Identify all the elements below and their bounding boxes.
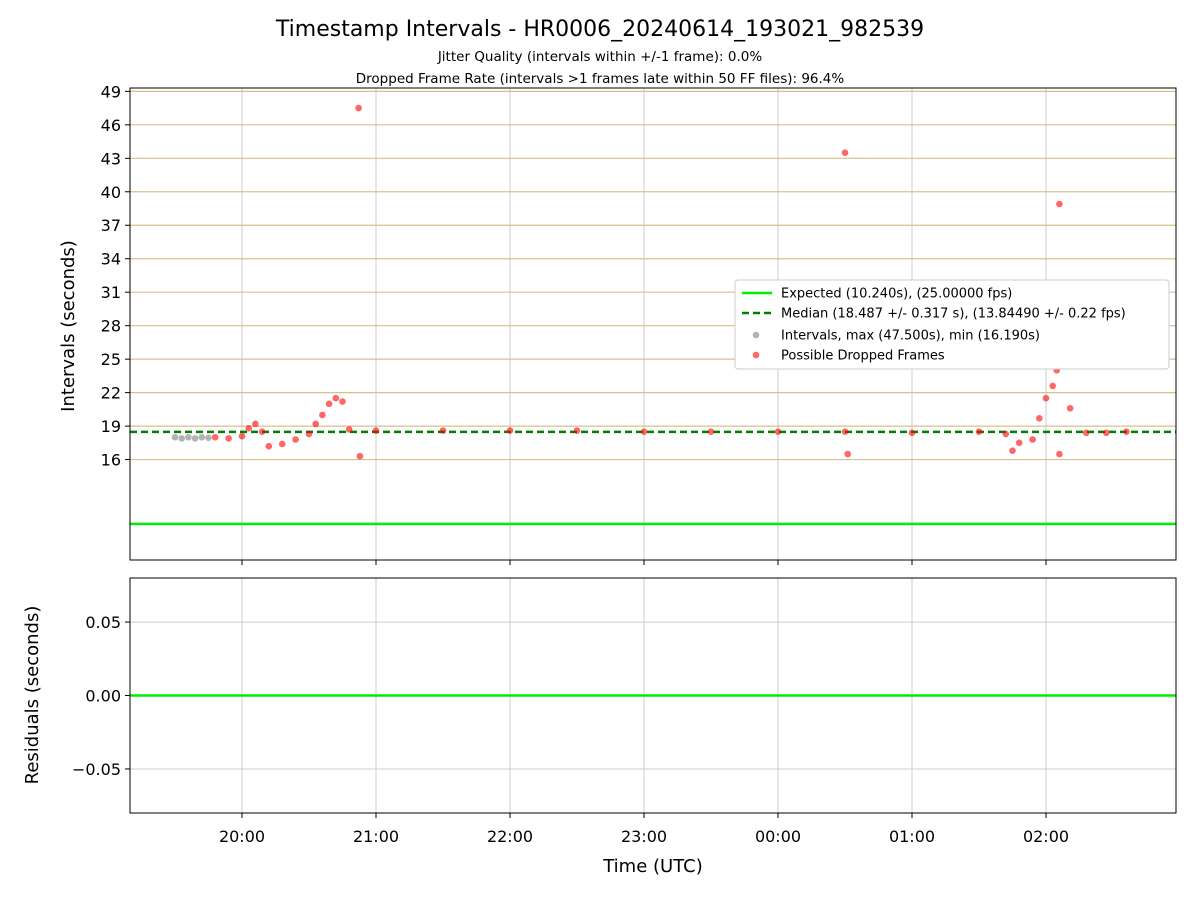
x-tick-label-6: 02:00 bbox=[1023, 827, 1069, 846]
dropped-frame-point-35 bbox=[1042, 394, 1050, 402]
dropped-frame-point-30 bbox=[1002, 430, 1010, 438]
x-tick-label-3: 23:00 bbox=[621, 827, 667, 846]
intervals-panel: 16 19 22 25 28 31 34 37 40 43 46 49 bbox=[101, 82, 1177, 565]
dropped-frame-point-40 bbox=[1066, 404, 1074, 412]
x-tick-label-0: 20:00 bbox=[219, 827, 265, 846]
top-y-tick-label-6: 34 bbox=[101, 250, 121, 269]
bottom-y-tick-label-1: 0.00 bbox=[85, 687, 121, 706]
dropped-frame-point-7 bbox=[278, 440, 286, 448]
dropped-frame-point-3 bbox=[245, 425, 252, 432]
interval-point-0 bbox=[171, 433, 179, 441]
dropped-frame-point-42 bbox=[1103, 429, 1110, 437]
legend-expected-label: Expected (10.240s), (25.00000 fps) bbox=[781, 287, 1012, 302]
residuals-panel: 0.05 0.00 −0.05 20:00 21:00 22:00 23:00 00:00 01… bbox=[72, 577, 1177, 846]
legend-dropped-swatch bbox=[752, 351, 760, 359]
top-y-tick-label-2: 22 bbox=[101, 384, 121, 403]
dropped-frame-point-36 bbox=[1049, 382, 1056, 390]
dropped-frame-point-38 bbox=[1056, 200, 1063, 208]
dropped-frame-point-33 bbox=[1029, 436, 1036, 443]
dropped-frame-point-10 bbox=[312, 420, 320, 428]
dropped-frame-point-24 bbox=[774, 428, 782, 435]
dropped-frame-point-2 bbox=[238, 432, 246, 440]
top-y-tick-label-9: 43 bbox=[101, 149, 121, 168]
interval-point-5 bbox=[205, 434, 212, 442]
bottom-y-tick-label-2: −0.05 bbox=[72, 760, 121, 779]
dropped-frame-point-11 bbox=[319, 411, 326, 419]
dropped-frame-point-5 bbox=[258, 428, 266, 435]
chart-title: Timestamp Intervals - HR0006_20240614_19… bbox=[275, 17, 924, 42]
residuals-y-axis-label: Residuals (seconds) bbox=[22, 606, 43, 785]
top-y-tick-label-10: 46 bbox=[101, 116, 121, 135]
dropped-frame-point-12 bbox=[325, 400, 333, 408]
top-y-tick-label-3: 25 bbox=[101, 350, 121, 369]
dropped-frame-point-31 bbox=[1009, 447, 1016, 454]
dropped-frame-point-34 bbox=[1036, 414, 1043, 422]
dropped-frame-point-0 bbox=[211, 433, 219, 441]
dropped-frame-rate-subtitle: Dropped Frame Rate (intervals >1 frames … bbox=[356, 71, 845, 87]
dropped-frame-point-1 bbox=[225, 435, 232, 442]
dropped-frame-point-22 bbox=[640, 428, 648, 435]
x-tick-label-2: 22:00 bbox=[487, 827, 533, 846]
dropped-frame-point-39 bbox=[1056, 450, 1063, 458]
dropped-frame-point-14 bbox=[339, 398, 346, 405]
dropped-frame-point-23 bbox=[707, 428, 715, 435]
bottom-y-tick-label-0: 0.05 bbox=[85, 613, 121, 632]
top-y-tick-label-7: 37 bbox=[101, 216, 121, 235]
dropped-frame-point-26 bbox=[841, 149, 849, 157]
dropped-frame-point-28 bbox=[908, 429, 916, 437]
chart-legend: Expected (10.240s), (25.00000 fps) Media… bbox=[734, 279, 1170, 370]
dropped-frame-point-27 bbox=[844, 450, 851, 458]
interval-point-3 bbox=[191, 435, 199, 442]
top-y-tick-label-5: 31 bbox=[101, 283, 121, 302]
dropped-frame-point-15 bbox=[345, 426, 353, 433]
intervals-plot-frame bbox=[129, 87, 1177, 561]
top-y-tick-label-0: 16 bbox=[101, 451, 121, 470]
dropped-frame-point-17 bbox=[356, 452, 364, 460]
jitter-quality-subtitle: Jitter Quality (intervals within +/-1 fr… bbox=[437, 49, 763, 65]
dropped-frame-point-18 bbox=[372, 427, 380, 434]
x-tick-label-4: 00:00 bbox=[755, 827, 801, 846]
top-y-tick-label-1: 19 bbox=[101, 417, 121, 436]
dropped-frame-point-41 bbox=[1082, 429, 1090, 437]
dropped-frame-point-20 bbox=[506, 427, 514, 434]
dropped-frame-point-29 bbox=[975, 428, 983, 435]
legend-intervals-label: Intervals, max (47.500s), min (16.190s) bbox=[781, 329, 1040, 344]
top-y-tick-label-8: 40 bbox=[101, 183, 121, 202]
time-x-axis-label: Time (UTC) bbox=[602, 856, 703, 877]
legend-intervals-swatch bbox=[752, 331, 760, 339]
interval-point-4 bbox=[198, 433, 206, 441]
dropped-frame-point-6 bbox=[265, 442, 273, 450]
x-tick-label-1: 21:00 bbox=[353, 827, 399, 846]
dropped-frame-point-21 bbox=[573, 427, 581, 434]
legend-median-label: Median (18.487 +/- 0.317 s), (13.84490 +… bbox=[781, 307, 1126, 322]
dropped-frame-point-4 bbox=[252, 420, 259, 428]
top-y-tick-label-4: 28 bbox=[101, 317, 121, 336]
interval-point-2 bbox=[185, 433, 192, 441]
x-tick-label-5: 01:00 bbox=[889, 827, 935, 846]
dropped-frame-point-13 bbox=[332, 394, 340, 402]
dropped-frame-point-8 bbox=[292, 436, 299, 443]
legend-box bbox=[734, 279, 1170, 370]
dropped-frame-point-9 bbox=[305, 430, 313, 438]
top-y-tick-label-11: 49 bbox=[101, 82, 121, 101]
intervals-y-axis-label: Intervals (seconds) bbox=[58, 240, 79, 412]
dropped-frame-point-25 bbox=[841, 428, 849, 435]
legend-dropped-label: Possible Dropped Frames bbox=[781, 349, 945, 364]
interval-point-1 bbox=[178, 435, 185, 442]
dropped-frame-point-32 bbox=[1015, 439, 1023, 447]
dropped-frame-point-19 bbox=[439, 427, 447, 434]
dropped-frame-point-43 bbox=[1123, 428, 1130, 435]
dropped-frame-point-16 bbox=[355, 104, 362, 112]
